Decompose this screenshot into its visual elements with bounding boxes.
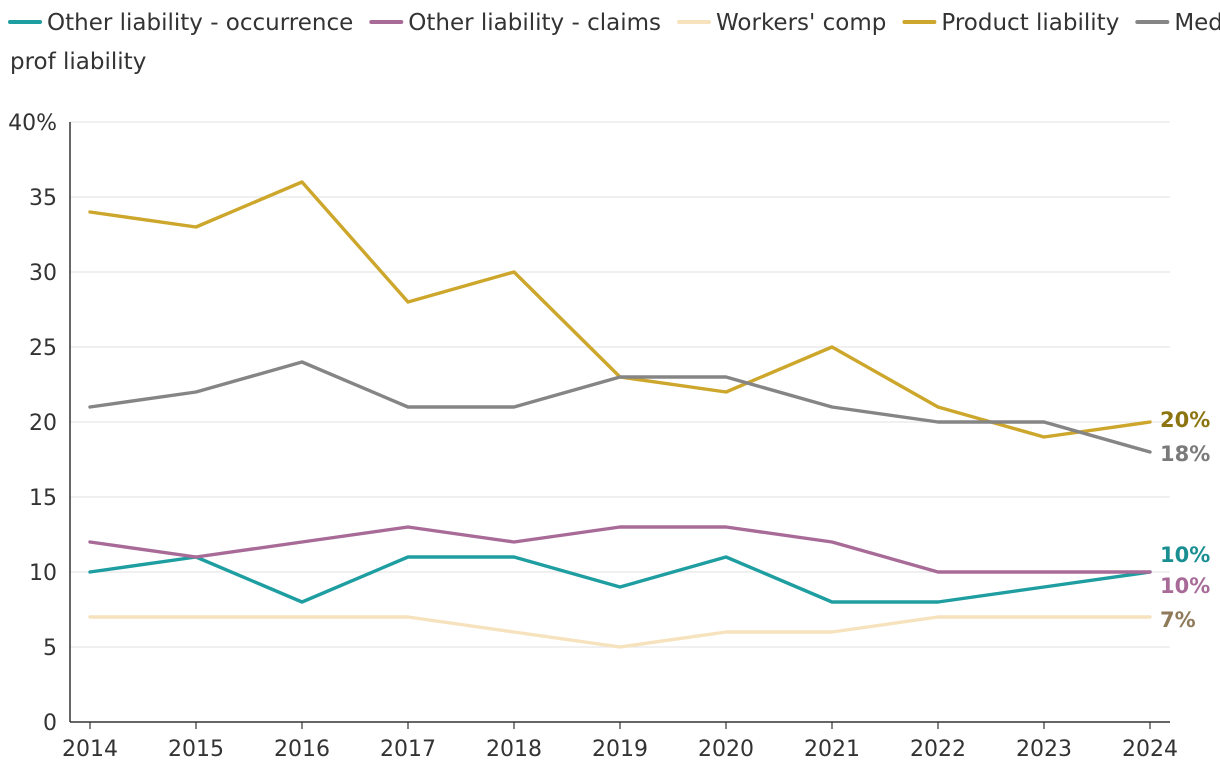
y-tick-label: 35	[29, 186, 57, 211]
legend-label: Workers' comp	[716, 10, 886, 36]
x-tick-label: 2017	[380, 737, 436, 762]
x-tick-label: 2024	[1122, 737, 1178, 762]
y-tick-label: 25	[29, 336, 57, 361]
x-tick-label: 2019	[592, 737, 648, 762]
y-tick-label: 40%	[8, 111, 57, 136]
legend-item: Other liability - occurrence	[8, 10, 353, 36]
x-tick-label: 2020	[698, 737, 754, 762]
x-tick-label: 2021	[804, 737, 860, 762]
series-line-med-prof-liability	[88, 360, 1152, 454]
y-tick-label: 10	[29, 561, 57, 586]
y-tick-label: 5	[43, 636, 57, 661]
gridlines	[70, 121, 1170, 648]
legend-item: Med prof liability	[10, 10, 1220, 75]
legend-item: Workers' comp	[677, 10, 886, 36]
x-tick-label: 2018	[486, 737, 542, 762]
y-tick-label: 20	[29, 411, 57, 436]
x-tick-label: 2014	[62, 737, 118, 762]
legend-label: Product liability	[941, 10, 1119, 36]
end-label: 10%	[1160, 543, 1210, 567]
series-lines	[88, 180, 1152, 649]
axes: 0 5 10 15 20 25 30 35 40% 2014 2015 2016 2017 2018 201…	[8, 111, 1178, 762]
y-tick-label: 30	[29, 261, 57, 286]
end-label: 20%	[1160, 408, 1210, 432]
x-tick-label: 2016	[274, 737, 330, 762]
series-line-product-liability	[88, 180, 1152, 439]
end-label: 10%	[1160, 574, 1210, 598]
series-line-other-liability-occurrence	[88, 555, 1152, 604]
end-label: 18%	[1160, 442, 1210, 466]
series-line-workers-comp	[88, 615, 1152, 649]
legend: Other liability - occurrence Other liabil…	[8, 10, 1220, 75]
legend-label: Other liability - claims	[408, 10, 661, 36]
legend-item: Other liability - claims	[369, 10, 661, 36]
y-tick-label: 15	[29, 486, 57, 511]
legend-label: Other liability - occurrence	[47, 10, 353, 36]
legend-label-continued: prof liability	[10, 49, 146, 75]
x-tick-label: 2023	[1016, 737, 1072, 762]
end-labels: 20% 18% 10% 10% 7%	[1160, 408, 1210, 632]
legend-label: Med	[1174, 10, 1220, 36]
y-tick-label: 0	[43, 711, 57, 736]
series-line-other-liability-claims	[88, 525, 1152, 574]
end-label: 7%	[1160, 608, 1196, 632]
legend-item: Product liability	[902, 10, 1119, 36]
x-tick-label: 2022	[910, 737, 966, 762]
x-tick-label: 2015	[168, 737, 224, 762]
